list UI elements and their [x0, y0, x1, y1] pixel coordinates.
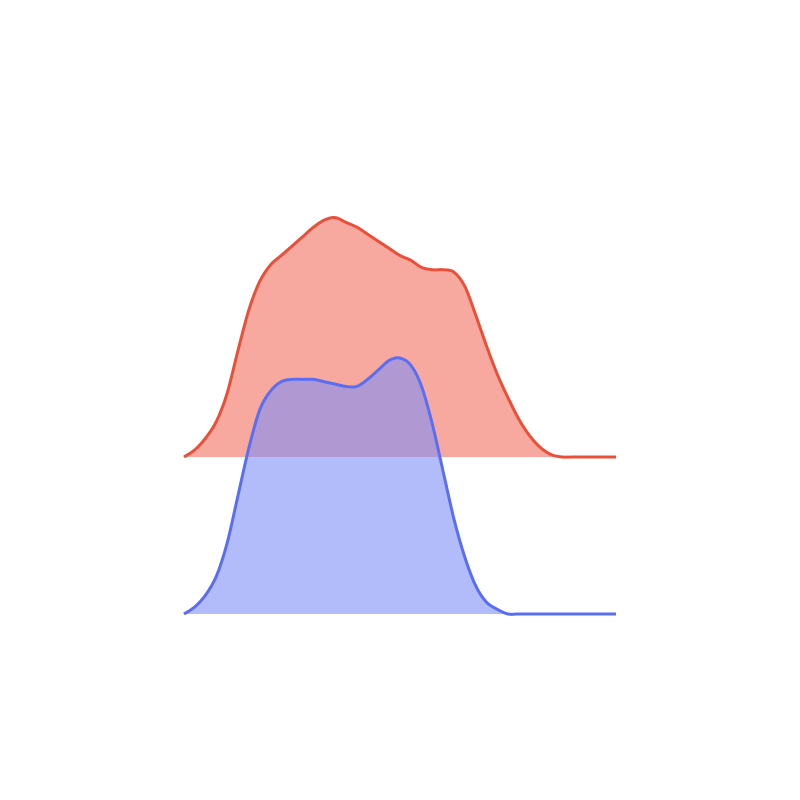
ridge-area-2 [184, 357, 616, 615]
ridge-outline-2 [183, 356, 616, 616]
ridge-series-2 [183, 356, 616, 616]
ridge-outline-1 [183, 216, 616, 459]
